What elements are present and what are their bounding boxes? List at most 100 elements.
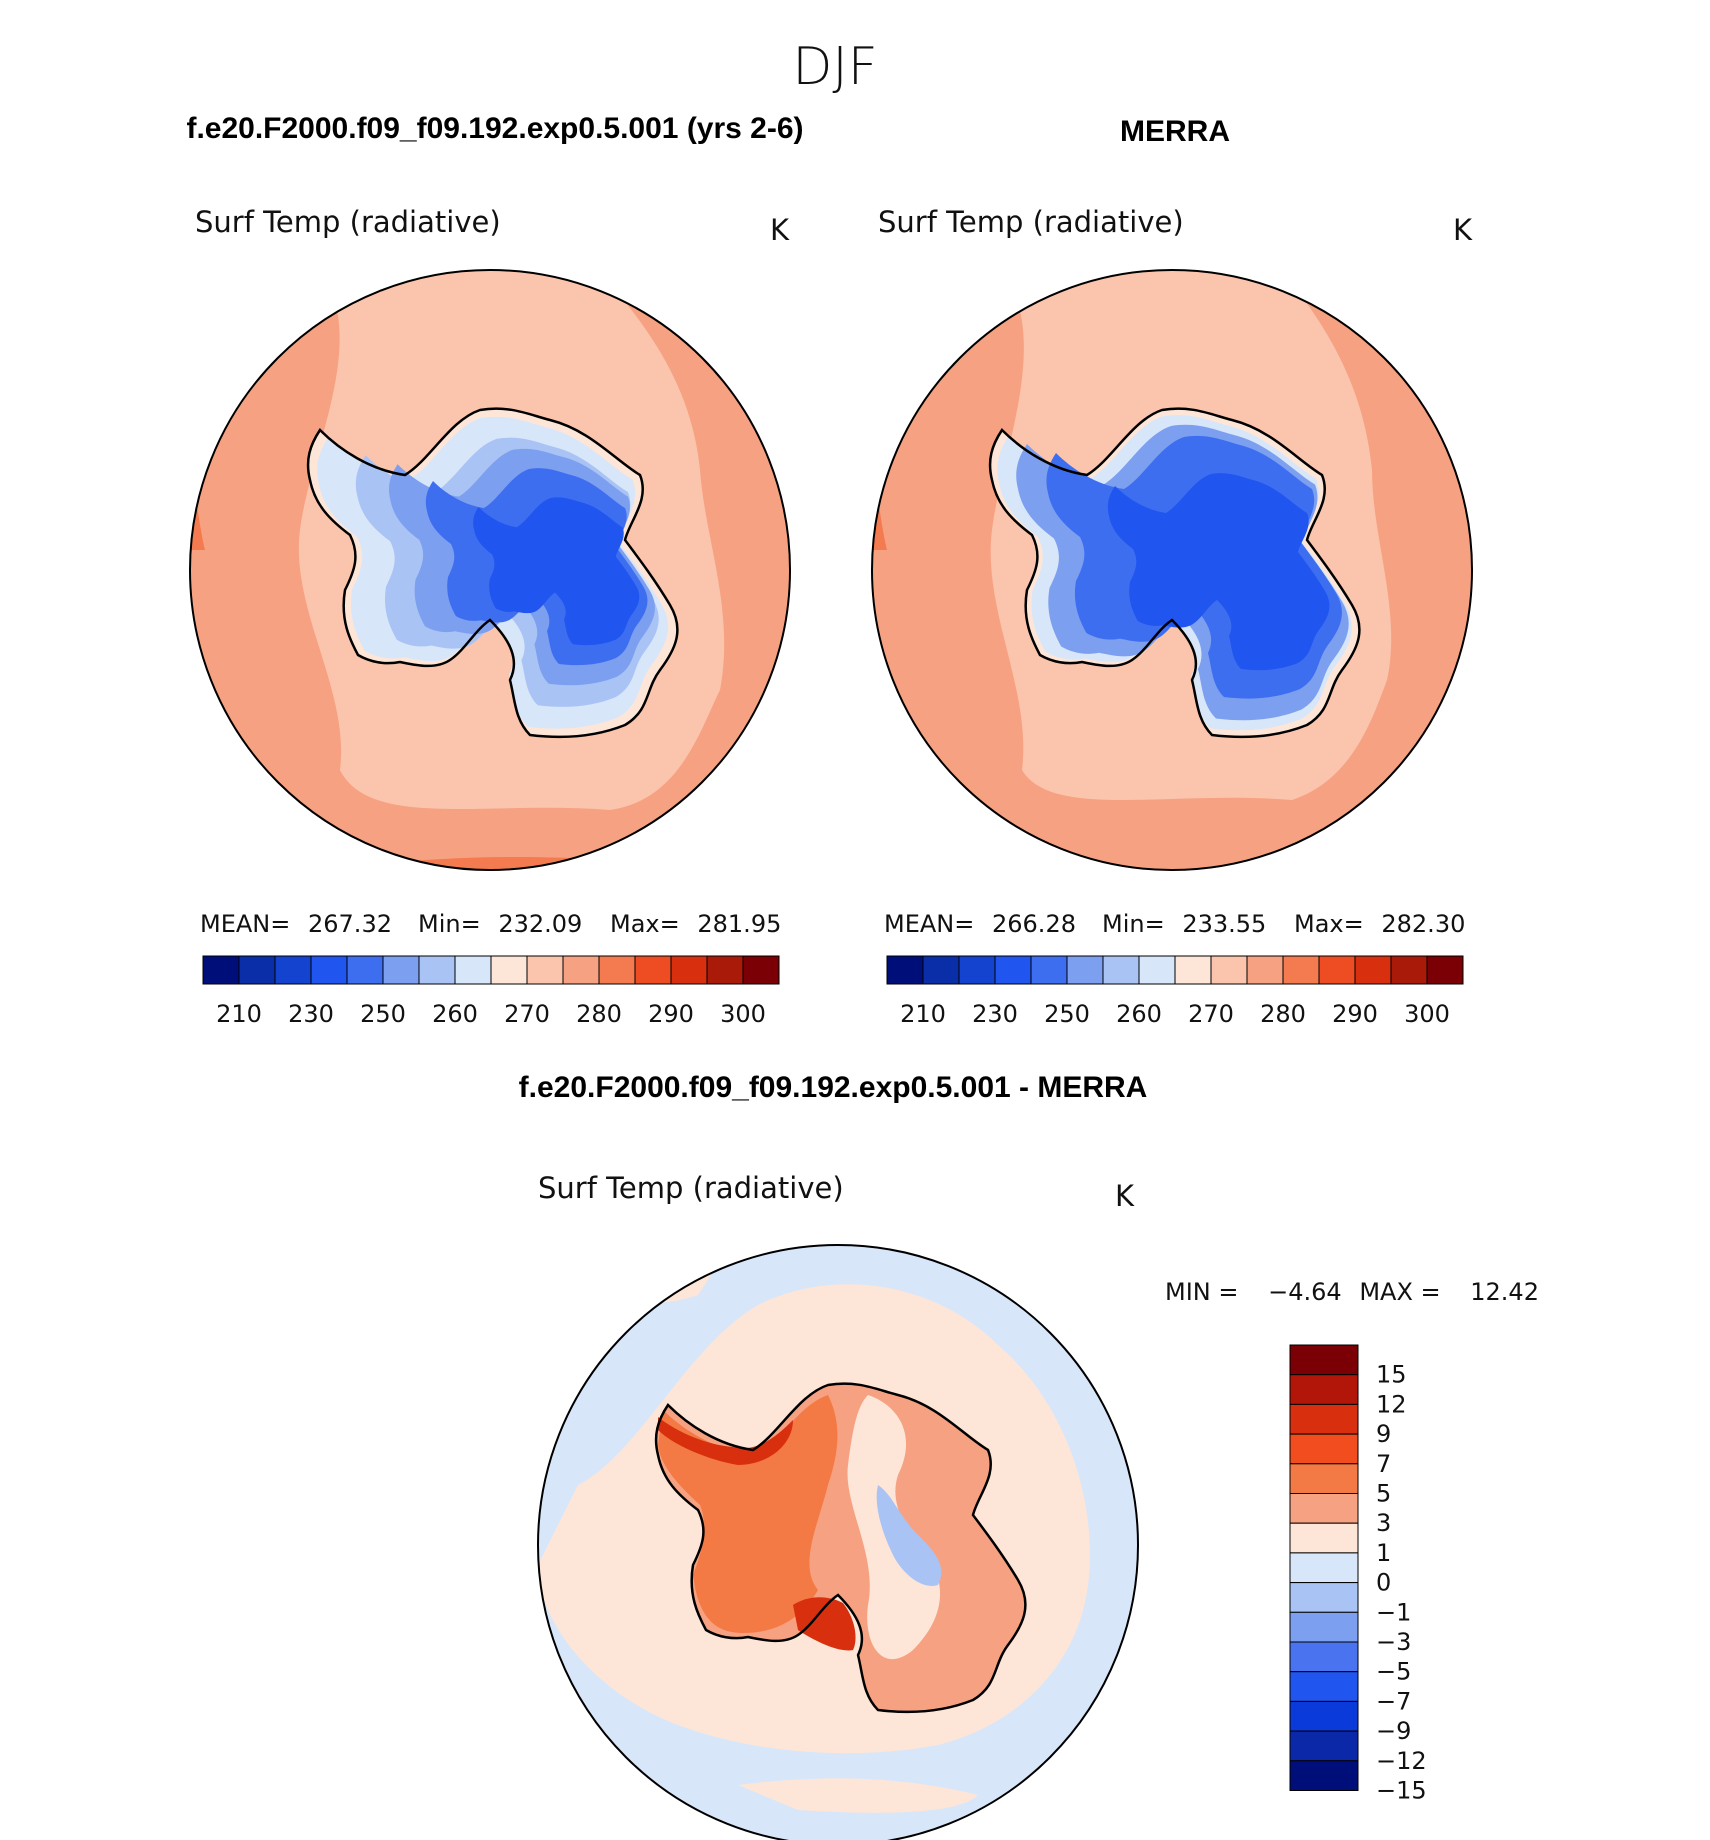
colorbar-tick-label: 280 [1260,1000,1306,1028]
stats-mean: MEAN= 266.28 [884,910,1076,938]
colorbar-tick-label: −15 [1376,1777,1427,1805]
colorbar-swatch [490,955,528,985]
colorbar-swatch [958,955,996,985]
colorbar-swatch [742,955,780,985]
panel-merra: MERRA Surf Temp (radiative) K MEAN= 266.… [871,115,1473,1028]
colorbar-swatch [1289,1403,1359,1435]
polar-map [537,1244,1139,1840]
stats-mean: MEAN= 267.32 [200,910,392,938]
variable-label: Surf Temp (radiative) [538,1171,844,1205]
colorbar-swatch [1289,1582,1359,1613]
colorbar-tick-label: 1 [1376,1539,1391,1567]
units-label: K [770,213,790,247]
colorbar-swatch [1289,1493,1359,1524]
colorbar-tick-label: 250 [360,1000,406,1028]
colorbar-swatch [1289,1730,1359,1762]
stats-min: Min= 232.09 [418,910,582,938]
stats-minmax: MIN = −4.64 MAX = 12.42 [1165,1278,1539,1306]
colorbar-tick-label: 210 [900,1000,946,1028]
panel-title: MERRA [1120,115,1230,148]
colorbar-swatch [382,955,420,985]
colorbar-swatch [202,955,240,985]
colorbar-tick-label: 290 [648,1000,694,1028]
colorbar-tick-label: 7 [1376,1450,1391,1478]
colorbar-swatch [274,955,312,985]
colorbar-tick-label: 300 [720,1000,766,1028]
diff-hot-embayment [793,1597,856,1651]
colorbar-swatch [1210,955,1248,985]
colorbar-swatch [1138,955,1176,985]
colorbar-tick-label: 230 [972,1000,1018,1028]
colorbar-swatch [1390,955,1428,985]
ocean-band-warm-south [738,1778,978,1813]
colorbar-swatch [1289,1433,1359,1465]
colorbar-swatch [1354,955,1392,985]
colorbar: 210 230 250 260 270 280 290 300 [202,955,780,1028]
stats-max: Max= 281.95 [610,910,781,938]
colorbar-tick-label: 260 [432,1000,478,1028]
colorbar-tick-label: −5 [1376,1658,1411,1686]
colorbar-swatch [1289,1552,1359,1584]
stats-max: Max= 282.30 [1294,910,1465,938]
colorbar-tick-label: 9 [1376,1420,1391,1448]
polar-map [189,269,791,871]
colorbar-tick-label: 270 [1188,1000,1234,1028]
colorbar-tick-label: 260 [1116,1000,1162,1028]
colorbar-swatch [1289,1611,1359,1643]
colorbar-swatch [238,955,276,985]
map-border [537,1244,1139,1840]
colorbar-swatch [1289,1641,1359,1673]
colorbar-tick-label: 290 [1332,1000,1378,1028]
season-title: DJF [792,37,877,97]
colorbar-tick-label: 15 [1376,1361,1407,1389]
colorbar-tick-label: 300 [1404,1000,1450,1028]
diff-hot-peninsula [658,1417,793,1465]
colorbar-tick-label: 250 [1044,1000,1090,1028]
colorbar-swatch [562,955,600,985]
colorbar-swatch [1289,1374,1359,1405]
stats-min: Min= 233.55 [1102,910,1266,938]
colorbar-swatch [454,955,492,985]
colorbar-swatch [1102,955,1140,985]
colorbar-tick-label: 0 [1376,1569,1391,1597]
colorbar-swatch [1289,1463,1359,1495]
colorbar-tick-label: 270 [504,1000,550,1028]
colorbar-tick-label: 3 [1376,1509,1391,1537]
colorbar-swatch [670,955,708,985]
colorbar-tick-label: −1 [1376,1598,1411,1626]
units-label: K [1453,213,1473,247]
colorbar-swatch [310,955,348,985]
colorbar-swatch [1030,955,1068,985]
colorbar-swatch [418,955,456,985]
colorbar-swatch [994,955,1032,985]
colorbar-tick-label: 210 [216,1000,262,1028]
diff-cold-plateau [876,1485,942,1586]
colorbar-swatch [1289,1671,1359,1702]
colorbar-swatch [1282,955,1320,985]
map-border [189,269,791,871]
panel-title: f.e20.F2000.f09_f09.192.exp0.5.001 - MER… [519,1071,1148,1104]
colorbar-swatch [1289,1760,1359,1792]
colorbar-swatch [886,955,924,985]
colorbar-swatch [1066,955,1104,985]
colorbar-swatch [1246,955,1284,985]
colorbar-swatch [346,955,384,985]
polar-map [871,269,1473,871]
colorbar-tick-label: −3 [1376,1628,1411,1656]
colorbar-swatch [1318,955,1356,985]
colorbar-tick-label: 280 [576,1000,622,1028]
colorbar-tick-label: −12 [1376,1747,1427,1775]
colorbar-tick-label: 12 [1376,1390,1407,1418]
colorbar-swatch [706,955,744,985]
colorbar-tick-label: −9 [1376,1717,1411,1745]
colorbar-swatch [1289,1344,1359,1376]
panel-difference: f.e20.F2000.f09_f09.192.exp0.5.001 - MER… [519,1071,1539,1840]
colorbar-swatch [1289,1522,1359,1554]
map-border [871,269,1473,871]
panel-model: f.e20.F2000.f09_f09.192.exp0.5.001 (yrs … [186,112,803,1028]
colorbar-swatch [1174,955,1212,985]
variable-label: Surf Temp (radiative) [195,205,501,239]
colorbar-tick-label: −7 [1376,1687,1411,1715]
colorbar-swatch [526,955,564,985]
